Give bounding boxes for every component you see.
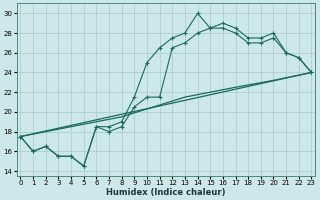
X-axis label: Humidex (Indice chaleur): Humidex (Indice chaleur) xyxy=(106,188,226,197)
